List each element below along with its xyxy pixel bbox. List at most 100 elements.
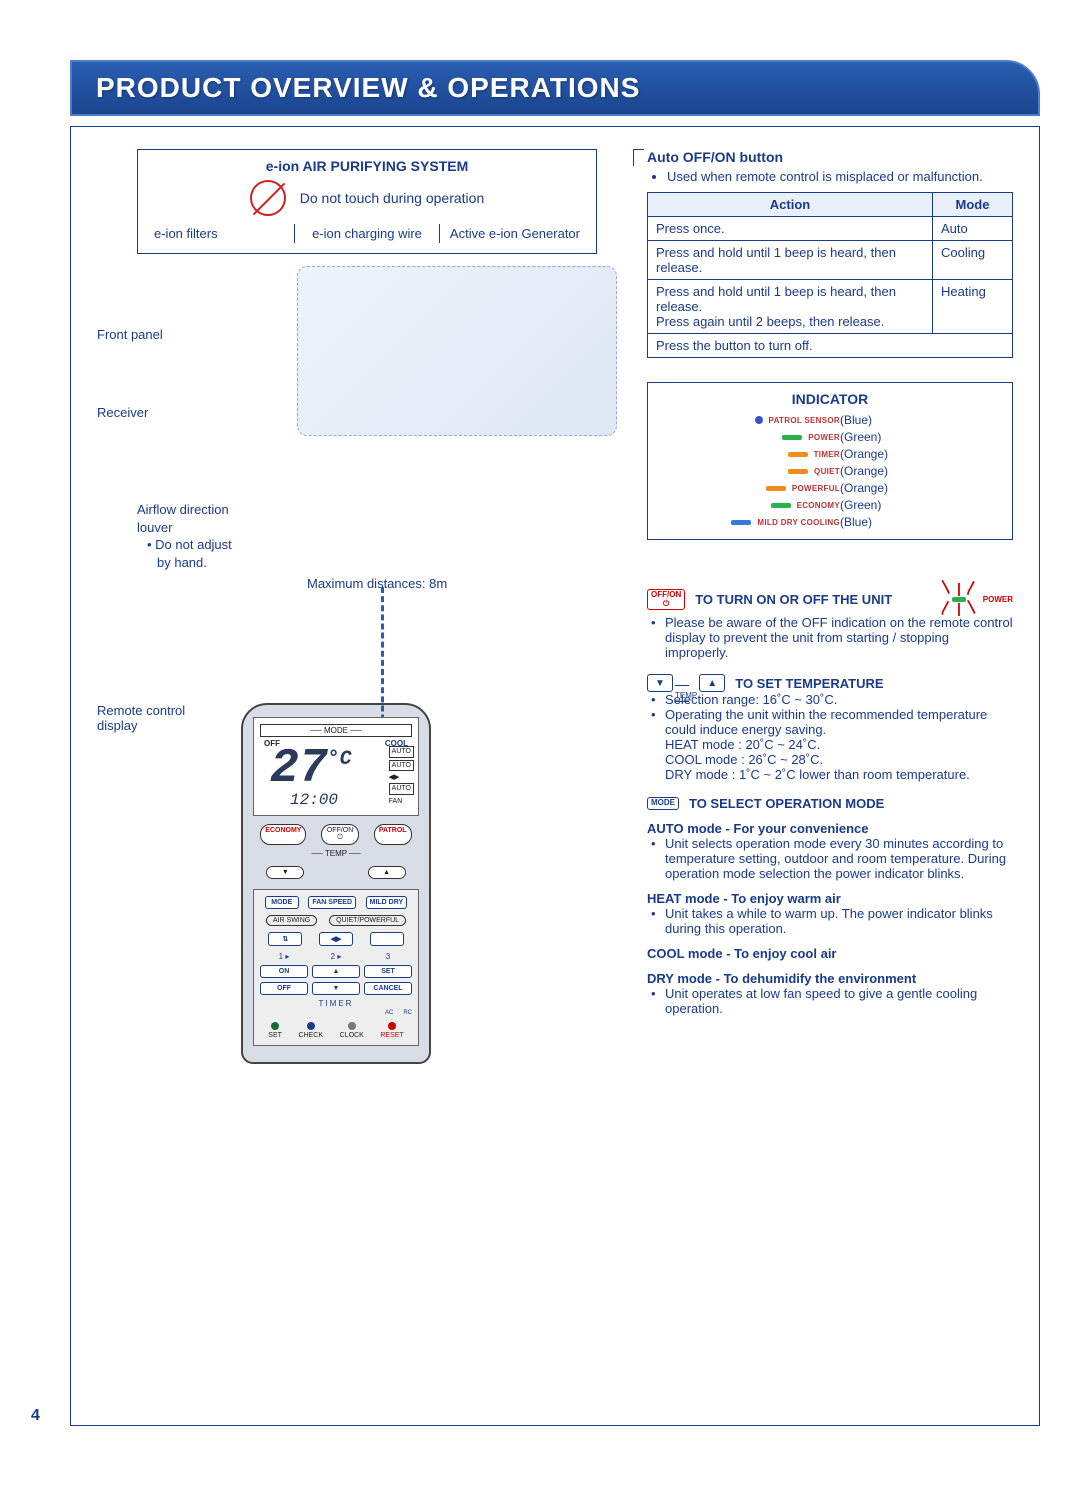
auto-offon-title: Auto OFF/ON button [647,149,1013,165]
dry-mode-heading: DRY mode - To dehumidify the environment [647,971,1013,986]
remote-timer-label: TIMER [260,999,412,1008]
power-indicator-icon: 〵 | 〳 〳 | 〵 POWER [939,584,1013,615]
label-louver-1: Airflow direction [137,501,617,519]
temp-buttons-icon: ▼ TEMP ▲ [647,674,725,692]
table-row: Heating [933,280,1013,334]
indicator-row: TIMER [690,450,840,459]
indicator-row: POWERFUL [690,484,840,493]
remote-check-pin[interactable]: CHECK [299,1022,324,1039]
remote-temp-up[interactable]: ▲ [368,866,406,879]
heat-mode-bullet: Unit takes a while to warm up. The power… [651,906,1013,936]
label-front-panel: Front panel [97,326,197,344]
remote-fan-tag: FAN [389,798,403,805]
remote-rc-label: RC [403,1010,412,1016]
remote-quietpower-label: QUIET/POWERFUL [329,915,406,926]
remote-time-display: 12:00 [290,791,338,809]
remote-milddry-button[interactable]: MILD DRY [366,896,408,909]
remote-auto-tag-3: AUTO [389,783,414,795]
remote-display-label-1: Remote control [97,703,185,718]
max-distance-label: Maximum distances: 8m [307,575,617,593]
dry-mode-bullet: Unit operates at low fan speed to give a… [651,986,1013,1016]
remote-screen: ── MODE ── OFF COOL 27°C 12:00 [253,717,419,816]
timer-step-3: 3 [364,952,412,961]
set-temp-line-heat: HEAT mode : 20˚C ~ 24˚C. [665,737,1013,752]
timer-step-2: 2 ▸ [312,952,360,961]
indicator-row: ECONOMY [690,501,840,510]
remote-economy-button[interactable]: ECONOMY [260,824,306,845]
indicator-box: INDICATOR PATROL SENSOR(Blue)POWER(Green… [647,382,1013,540]
set-temp-bullet-1: Selection range: 16˚C ~ 30˚C. [651,692,1013,707]
remote-fanspeed-button[interactable]: FAN SPEED [308,896,356,909]
indicator-color-label: (Green) [840,430,1000,444]
remote-reset-pin[interactable]: RESET [380,1022,403,1039]
select-mode-title: TO SELECT OPERATION MODE [689,796,884,811]
eion-title: e-ion AIR PURIFYING SYSTEM [150,158,584,174]
remote-ac-label: AC [385,1010,393,1016]
auto-mode-heading: AUTO mode - For your convenience [647,821,1013,836]
no-touch-icon [250,180,286,216]
remote-quietpower-button[interactable] [370,932,404,946]
page-title: PRODUCT OVERVIEW & OPERATIONS [70,60,1040,116]
set-temp-bullet-2: Operating the unit within the recommende… [651,707,1013,737]
remote-set-pin[interactable]: SET [268,1022,282,1039]
eion-box: e-ion AIR PURIFYING SYSTEM Do not touch … [137,149,597,254]
remote-mode-button[interactable]: MODE [265,896,299,909]
remote-temp-label: TEMP [325,849,347,858]
action-mode-table: Action Mode Press once. Auto Press and h… [647,192,1013,358]
remote-auto-tag-1: AUTO [389,746,414,758]
set-temp-line-dry: DRY mode : 1˚C ~ 2˚C lower than room tem… [665,767,1013,782]
indicator-color-label: (Orange) [840,464,1000,478]
remote-timer-on[interactable]: ON [260,965,308,978]
remote-display-label-2: display [97,718,137,733]
table-row: Press the button to turn off. [648,334,1013,358]
remote-swing-updown[interactable]: ⇅ [268,932,302,946]
remote-temp-down[interactable]: ▼ [266,866,304,879]
indicator-row: QUIET [690,467,840,476]
remote-timer-down[interactable]: ▼ [312,982,360,995]
indicator-color-label: (Orange) [840,447,1000,461]
indicator-row: MILD DRY COOLING [690,518,840,527]
unit-illustration [297,266,617,436]
eion-col-generator: Active e-ion Generator [440,224,584,243]
auto-mode-bullet: Unit selects operation mode every 30 min… [651,836,1013,881]
action-header: Action [648,193,933,217]
remote-timer-up[interactable]: ▲ [312,965,360,978]
indicator-color-label: (Blue) [840,515,1000,529]
louver-note-2: by hand. [137,554,617,572]
indicator-color-label: (Green) [840,498,1000,512]
label-receiver: Receiver [97,404,197,422]
table-row: Press and hold until 1 beep is heard, th… [648,280,933,334]
remote-timer-cancel[interactable]: CANCEL [364,982,412,995]
remote-auto-tag-2: AUTO [389,760,414,772]
auto-offon-desc: Used when remote control is misplaced or… [667,169,1013,184]
remote-patrol-button[interactable]: PATROL [374,824,412,845]
remote-offon-button[interactable]: OFF/ON⏻ [321,824,359,845]
remote-control: ── MODE ── OFF COOL 27°C 12:00 [241,703,431,1064]
louver-note-1: Do not adjust [137,536,617,554]
cool-mode-heading: COOL mode - To enjoy cool air [647,946,1013,961]
content-frame: e-ion AIR PURIFYING SYSTEM Do not touch … [70,126,1040,1426]
table-row: Press and hold until 1 beep is heard, th… [648,241,933,280]
set-temp-title: TO SET TEMPERATURE [735,676,883,691]
remote-timer-off[interactable]: OFF [260,982,308,995]
mode-mini-icon: MODE [647,797,679,810]
table-row: Press once. [648,217,933,241]
offon-mini-icon: OFF/ON⏻ [647,589,685,611]
turn-on-title: TO TURN ON OR OFF THE UNIT [695,592,892,607]
indicator-color-label: (Orange) [840,481,1000,495]
label-louver-2: louver [137,519,617,537]
turn-on-note: Please be aware of the OFF indication on… [651,615,1013,660]
indicator-row: PATROL SENSOR [690,416,840,425]
indicator-row: POWER [690,433,840,442]
remote-mode-bar: ── MODE ── [260,724,412,737]
set-temp-line-cool: COOL mode : 26˚C ~ 28˚C. [665,752,1013,767]
table-row: Cooling [933,241,1013,280]
remote-timer-set[interactable]: SET [364,965,412,978]
indicator-color-label: (Blue) [840,413,1000,427]
remote-swing-leftright[interactable]: ◀▶ [319,932,353,946]
remote-clock-pin[interactable]: CLOCK [340,1022,364,1039]
remote-airswing-label: AIR SWING [266,915,317,926]
eion-warning-text: Do not touch during operation [300,190,484,206]
eion-col-wire: e-ion charging wire [295,224,440,243]
page-number: 4 [31,1407,40,1425]
